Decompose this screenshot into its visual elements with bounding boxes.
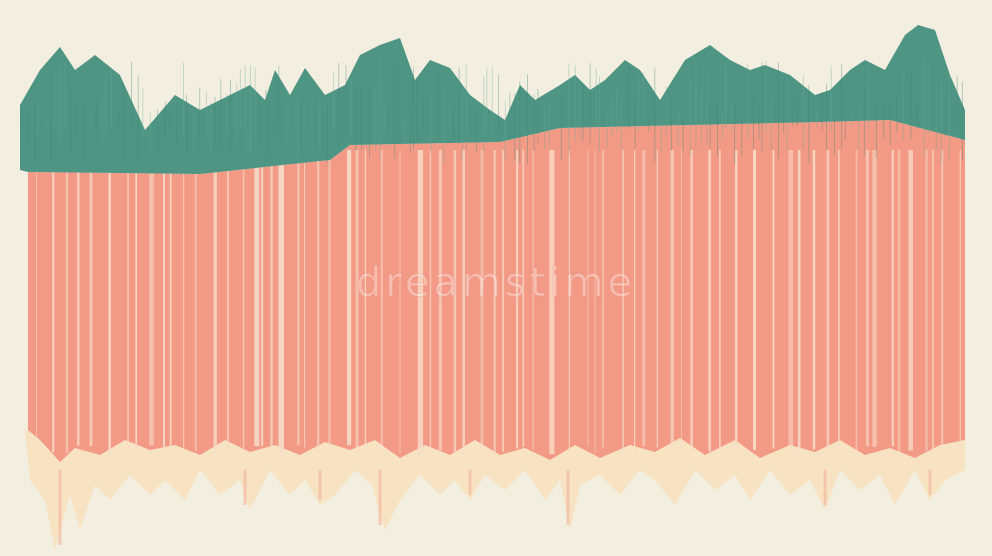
stripe bbox=[36, 150, 37, 448]
drips bbox=[25, 430, 965, 550]
stripe bbox=[931, 150, 935, 451]
stripe bbox=[891, 150, 894, 447]
stripe bbox=[169, 150, 172, 452]
stripe bbox=[194, 150, 197, 452]
stripe bbox=[417, 150, 424, 455]
stripe bbox=[908, 150, 913, 451]
stripe bbox=[872, 150, 877, 447]
stripe bbox=[502, 150, 505, 452]
stripe bbox=[622, 150, 625, 453]
stripe bbox=[453, 150, 457, 453]
stripe bbox=[690, 150, 693, 453]
stripe bbox=[826, 150, 830, 452]
stripe bbox=[772, 150, 775, 449]
stripe bbox=[297, 150, 300, 446]
stripe bbox=[788, 150, 794, 453]
stripe bbox=[304, 150, 306, 448]
stripe bbox=[642, 150, 646, 447]
stripe bbox=[364, 150, 367, 446]
stripe bbox=[719, 150, 721, 450]
stripe bbox=[278, 150, 284, 454]
stripe bbox=[127, 150, 129, 454]
stripe bbox=[516, 150, 519, 449]
stripe bbox=[261, 150, 264, 446]
stripe bbox=[680, 150, 682, 450]
stripe bbox=[897, 150, 901, 453]
stripe bbox=[183, 150, 185, 448]
stripe bbox=[549, 150, 555, 455]
stripe bbox=[797, 150, 801, 455]
stripe bbox=[65, 150, 69, 454]
stripe bbox=[317, 150, 320, 454]
stripe bbox=[866, 150, 869, 447]
drip-streaks bbox=[58, 470, 932, 545]
stripe bbox=[753, 150, 756, 450]
stripe bbox=[708, 150, 712, 452]
stripe bbox=[380, 150, 383, 446]
stripe bbox=[838, 150, 840, 448]
stripe bbox=[959, 150, 961, 450]
stripe bbox=[634, 150, 636, 454]
stripe bbox=[480, 150, 484, 452]
stripe bbox=[855, 150, 858, 454]
stripe bbox=[594, 150, 596, 455]
light-stripes bbox=[36, 150, 961, 455]
stripe bbox=[532, 150, 534, 450]
teal-band bbox=[20, 25, 965, 174]
stripe bbox=[656, 150, 658, 448]
stripe bbox=[355, 150, 359, 452]
stripe bbox=[135, 150, 137, 448]
stripe bbox=[602, 150, 604, 448]
teal-texture bbox=[21, 60, 963, 165]
stripe bbox=[462, 150, 465, 455]
stripe bbox=[347, 150, 352, 446]
stripe bbox=[941, 150, 944, 454]
watermark: dreamstime bbox=[356, 260, 636, 306]
stripe bbox=[925, 150, 928, 451]
stripe bbox=[522, 150, 525, 448]
stripe bbox=[226, 150, 229, 455]
stripe bbox=[438, 150, 442, 451]
stripe bbox=[328, 150, 331, 450]
stripe bbox=[429, 150, 432, 454]
stripe bbox=[587, 150, 589, 446]
stripe bbox=[213, 150, 217, 452]
stripe bbox=[568, 150, 570, 452]
stripe bbox=[89, 150, 93, 447]
stripe bbox=[163, 150, 165, 447]
stripe bbox=[254, 150, 260, 447]
stripe bbox=[242, 150, 245, 449]
stripe bbox=[149, 150, 154, 446]
stripe bbox=[670, 150, 674, 446]
stripe bbox=[270, 150, 273, 450]
stripe bbox=[77, 150, 80, 446]
stripe bbox=[108, 150, 111, 451]
stripe bbox=[735, 150, 738, 453]
stripe bbox=[493, 150, 496, 455]
stripe bbox=[399, 150, 401, 454]
stripe bbox=[812, 150, 816, 450]
stripe bbox=[52, 150, 55, 453]
